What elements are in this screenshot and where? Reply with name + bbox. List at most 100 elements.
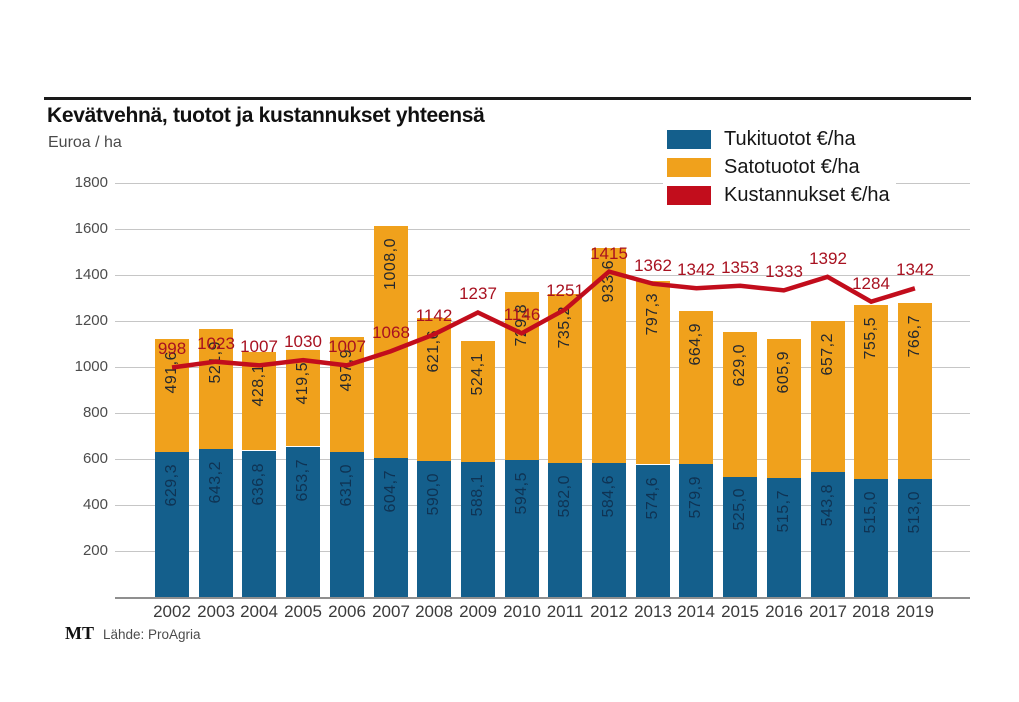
bar-value-label: 428,1 (250, 364, 267, 407)
footer-source: Lähde: ProAgria (103, 627, 201, 642)
y-axis-tick-label: 800 (82, 404, 108, 421)
bar-segment-tukituotot: 543,8 (811, 472, 845, 597)
bar-value-label: 664,9 (687, 323, 704, 366)
bar-value-label: 643,2 (207, 461, 224, 504)
bar-segment-tukituotot: 525,0 (723, 476, 757, 597)
bar-segment-tukituotot: 582,0 (548, 463, 582, 597)
bar-value-label: 582,0 (556, 475, 573, 518)
bar-value-label: 629,0 (731, 344, 748, 387)
legend-row-kustannukset: Kustannukset €/ha (667, 181, 890, 209)
cost-value-label: 1392 (809, 249, 847, 268)
bar-segment-tukituotot: 588,1 (461, 462, 495, 597)
bar-segment-tukituotot: 653,7 (286, 447, 320, 597)
x-axis-year-label: 2017 (809, 602, 847, 621)
bar-value-label: 543,8 (819, 484, 836, 527)
bar-segment-satotuotot: 664,9 (679, 311, 713, 464)
bar-segment-tukituotot: 590,0 (417, 461, 451, 597)
cost-value-label: 1415 (590, 244, 628, 263)
y-axis-tick-label: 1800 (74, 174, 108, 191)
bar-value-label: 588,1 (469, 474, 486, 517)
bar-segment-satotuotot: 755,5 (854, 305, 888, 479)
cost-value-label: 1251 (546, 281, 584, 300)
y-axis-tick-label: 1200 (74, 312, 108, 329)
bar-segment-tukituotot: 636,8 (242, 451, 276, 597)
x-axis-baseline (115, 597, 970, 599)
footer-brand: MT (65, 623, 94, 643)
x-axis-year-label: 2005 (284, 602, 322, 621)
gridline (115, 505, 970, 506)
chart-legend: Tukituotot €/ha Satotuotot €/ha Kustannu… (663, 123, 896, 213)
bar-value-label: 629,3 (163, 464, 180, 507)
x-axis-year-label: 2013 (634, 602, 672, 621)
x-axis-year-label: 2003 (197, 602, 235, 621)
bar-value-label: 621,6 (425, 330, 442, 373)
bar-segment-tukituotot: 579,9 (679, 464, 713, 597)
bar-value-label: 524,1 (469, 353, 486, 396)
legend-label: Kustannukset €/ha (724, 183, 890, 206)
footer: MT Lähde: ProAgria (65, 623, 201, 644)
x-axis-year-label: 2015 (721, 602, 759, 621)
bar-segment-satotuotot: 524,1 (461, 341, 495, 462)
bar-segment-tukituotot: 584,6 (592, 463, 626, 597)
page-title: Kevätvehnä, tuotot ja kustannukset yhtee… (47, 104, 485, 127)
x-axis-year-label: 2002 (153, 602, 191, 621)
x-axis-year-label: 2016 (765, 602, 803, 621)
y-axis-tick-label: 600 (82, 450, 108, 467)
bar-value-label: 636,8 (250, 463, 267, 506)
bar-value-label: 933,6 (600, 260, 617, 303)
orange-swatch-icon (667, 157, 711, 177)
bar-value-label: 657,2 (819, 333, 836, 376)
bar-segment-tukituotot: 515,0 (854, 479, 888, 597)
bar-segment-tukituotot: 604,7 (374, 458, 408, 597)
legend-label: Tukituotot €/ha (724, 127, 856, 150)
bar-segment-tukituotot: 594,5 (505, 460, 539, 597)
bar-value-label: 584,6 (600, 475, 617, 518)
bar-segment-tukituotot: 574,6 (636, 465, 670, 597)
bar-value-label: 755,5 (862, 317, 879, 360)
gridline (115, 459, 970, 460)
bar-value-label: 515,7 (775, 490, 792, 533)
bar-segment-satotuotot: 605,9 (767, 339, 801, 478)
bar-value-label: 579,9 (687, 476, 704, 519)
bar-segment-satotuotot: 933,6 (592, 248, 626, 463)
y-axis-tick-label: 1600 (74, 220, 108, 237)
x-axis-year-label: 2009 (459, 602, 497, 621)
y-axis-tick-label: 200 (82, 542, 108, 559)
cost-value-label: 1146 (503, 305, 541, 324)
red-swatch-icon (667, 185, 711, 205)
blue-swatch-icon (667, 129, 711, 149)
x-axis-year-label: 2008 (415, 602, 453, 621)
x-axis-year-label: 2018 (852, 602, 890, 621)
cost-value-label: 1237 (459, 284, 497, 303)
y-axis-tick-label: 1400 (74, 266, 108, 283)
x-axis-year-label: 2019 (896, 602, 934, 621)
gridline (115, 183, 970, 184)
legend-row-satotuotot: Satotuotot €/ha (667, 153, 890, 181)
gridline (115, 551, 970, 552)
bar-value-label: 766,7 (906, 315, 923, 358)
x-axis-year-label: 2012 (590, 602, 628, 621)
x-axis-year-label: 2004 (240, 602, 278, 621)
bar-value-label: 574,6 (644, 477, 661, 520)
bar-segment-tukituotot: 513,0 (898, 479, 932, 597)
bar-value-label: 735,2 (556, 306, 573, 349)
x-axis-year-label: 2006 (328, 602, 366, 621)
bar-segment-satotuotot: 629,0 (723, 332, 757, 477)
x-axis-year-label: 2007 (372, 602, 410, 621)
x-axis-year-label: 2014 (677, 602, 715, 621)
cost-value-label: 1142 (415, 306, 453, 325)
bar-segment-tukituotot: 631,0 (330, 452, 364, 597)
bar-segment-tukituotot: 629,3 (155, 452, 189, 597)
bar-value-label: 631,0 (338, 464, 355, 507)
gridline (115, 229, 970, 230)
bar-segment-tukituotot: 643,2 (199, 449, 233, 597)
x-axis-year-label: 2010 (503, 602, 541, 621)
bar-value-label: 525,0 (731, 488, 748, 531)
bar-value-label: 653,7 (294, 459, 311, 502)
bar-segment-satotuotot: 797,3 (636, 281, 670, 464)
y-axis-tick-label: 1000 (74, 358, 108, 375)
bar-segment-tukituotot: 515,7 (767, 478, 801, 597)
x-axis-year-label: 2011 (546, 602, 584, 621)
